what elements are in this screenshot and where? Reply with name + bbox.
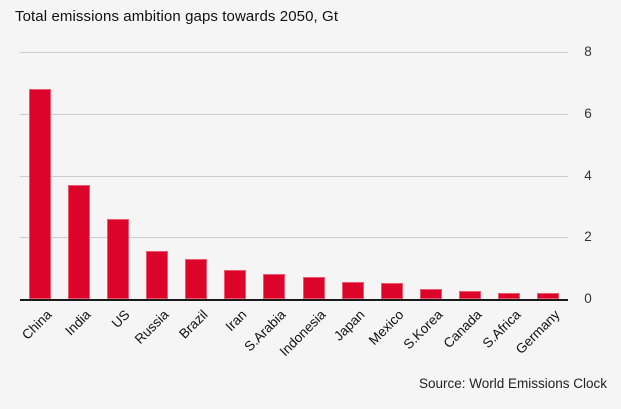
bar-slot-sarabia — [255, 52, 294, 299]
bar-slot-germany — [529, 52, 568, 299]
bar-slot-us — [98, 52, 137, 299]
bar-slot-russia — [137, 52, 176, 299]
x-tick-label-russia: Russia — [131, 307, 172, 347]
x-tick-label-brazil: Brazil — [176, 307, 211, 342]
bar-slot-safrica — [490, 52, 529, 299]
gridline-6 — [20, 113, 568, 115]
bars-container — [20, 52, 568, 299]
bar-slot-skorea — [411, 52, 450, 299]
bar-germany — [537, 293, 560, 299]
y-axis-labels: 0 2 4 6 8 — [568, 0, 608, 409]
x-tick-label-mexico: Mexico — [365, 307, 407, 348]
x-tick-label-japan: Japan — [330, 307, 368, 344]
bar-slot-china — [20, 52, 59, 299]
bar-safrica — [498, 292, 521, 299]
bar-us — [106, 218, 129, 299]
bar-india — [67, 184, 90, 299]
bar-slot-brazil — [177, 52, 216, 299]
bar-brazil — [185, 258, 208, 299]
bar-russia — [145, 251, 168, 299]
bar-canada — [459, 290, 482, 299]
bar-slot-india — [59, 52, 98, 299]
x-tick-label-sarabia: S.Arabia — [241, 307, 290, 355]
bar-skorea — [419, 289, 442, 299]
bar-iran — [224, 269, 247, 299]
bar-slot-indonesia — [294, 52, 333, 299]
x-tick-label-china: China — [18, 307, 55, 343]
bar-japan — [341, 281, 364, 299]
y-tick-label-8: 8 — [584, 44, 592, 59]
x-tick-label-india: India — [62, 307, 94, 339]
x-tick-label-iran: Iran — [222, 307, 250, 335]
bar-slot-iran — [216, 52, 255, 299]
bar-slot-canada — [451, 52, 490, 299]
gridline-2 — [20, 237, 568, 239]
bar-mexico — [380, 282, 403, 299]
gridline-4 — [20, 175, 568, 177]
bar-indonesia — [302, 276, 325, 299]
source-note: Source: World Emissions Clock — [418, 376, 607, 391]
x-tick-label-us: US — [108, 307, 133, 331]
y-tick-label-2: 2 — [584, 229, 592, 245]
bar-sarabia — [263, 274, 286, 299]
y-tick-label-4: 4 — [584, 167, 592, 183]
chart-title: Total emissions ambition gaps towards 20… — [15, 8, 339, 25]
x-axis-line — [20, 299, 568, 301]
bar-china — [28, 89, 51, 299]
gridline-8 — [20, 52, 568, 53]
x-tick-label-indonesia: Indonesia — [276, 307, 329, 360]
bar-slot-mexico — [372, 52, 411, 299]
bar-slot-japan — [333, 52, 372, 299]
plot-area — [20, 52, 568, 301]
y-tick-label-0: 0 — [584, 291, 592, 306]
y-tick-label-6: 6 — [584, 105, 592, 121]
